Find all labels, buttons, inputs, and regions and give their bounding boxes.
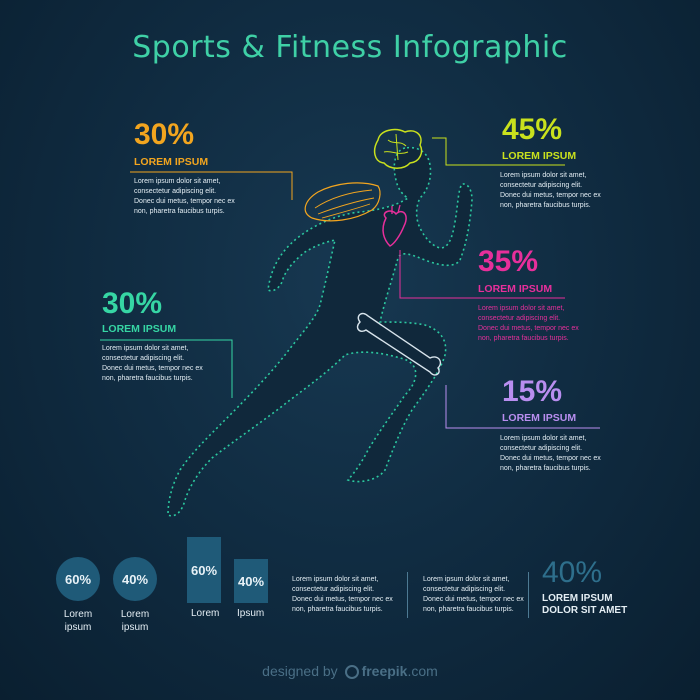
callout-percent: 30% xyxy=(134,118,195,151)
callout-percent: 30% xyxy=(102,287,163,320)
hair-illustration xyxy=(304,182,381,222)
callout-text: Lorem ipsum dolor sit amet, consectetur a… xyxy=(134,178,235,215)
divider xyxy=(407,572,408,618)
callout-percent: 35% xyxy=(478,245,539,278)
divider xyxy=(528,572,529,618)
callout-label: LOREM IPSUM xyxy=(502,150,577,162)
freepik-logo-icon xyxy=(344,665,359,679)
stat-text: Lorem ipsum dolor sit amet, consectetur a… xyxy=(423,576,524,613)
callout-label: LOREM IPSUM xyxy=(134,156,209,168)
connector-heart xyxy=(399,250,565,299)
stat-bar-label: Lorem xyxy=(191,608,220,619)
callout-percent: 15% xyxy=(502,375,563,408)
stat-circle-label: Lorem ipsum xyxy=(63,609,93,633)
stat-circle: 60% xyxy=(56,557,100,601)
callout-text: Lorem ipsum dolor sit amet, consectetur a… xyxy=(102,345,203,382)
footer-credit: designed by freepik.com xyxy=(262,663,438,679)
stat-circle: 40% xyxy=(113,557,157,601)
callout-label: LOREM IPSUM xyxy=(478,283,553,295)
stat-text: Lorem ipsum dolor sit amet, consectetur a… xyxy=(292,576,393,613)
connector-bone xyxy=(445,385,600,429)
heart-illustration xyxy=(382,210,407,247)
callout-label: LOREM IPSUM xyxy=(502,412,577,424)
connector-brain-right xyxy=(432,137,565,166)
stat-bar: 40% xyxy=(234,559,268,603)
callout-percent: 45% xyxy=(502,113,563,146)
brain-illustration xyxy=(373,128,423,169)
big-stat-value: 40% xyxy=(542,556,603,589)
stat-bar-label: Ipsum xyxy=(237,608,265,619)
callout-text: Lorem ipsum dolor sit amet, consectetur a… xyxy=(478,305,579,342)
big-stat-label: LOREM IPSUM DOLOR SIT AMET xyxy=(542,593,628,616)
callout-text: Lorem ipsum dolor sit amet, consectetur a… xyxy=(500,172,601,209)
callout-label: LOREM IPSUM xyxy=(102,323,177,335)
stat-circle-label: Lorem ipsum xyxy=(120,609,150,633)
page-title: Sports & Fitness Infographic xyxy=(132,30,568,65)
connector-brain-left xyxy=(130,171,293,200)
callout-text: Lorem ipsum dolor sit amet, consectetur a… xyxy=(500,435,601,472)
bone-illustration xyxy=(356,312,442,376)
stat-bar: 60% xyxy=(187,537,221,603)
connector-skin xyxy=(100,339,233,398)
